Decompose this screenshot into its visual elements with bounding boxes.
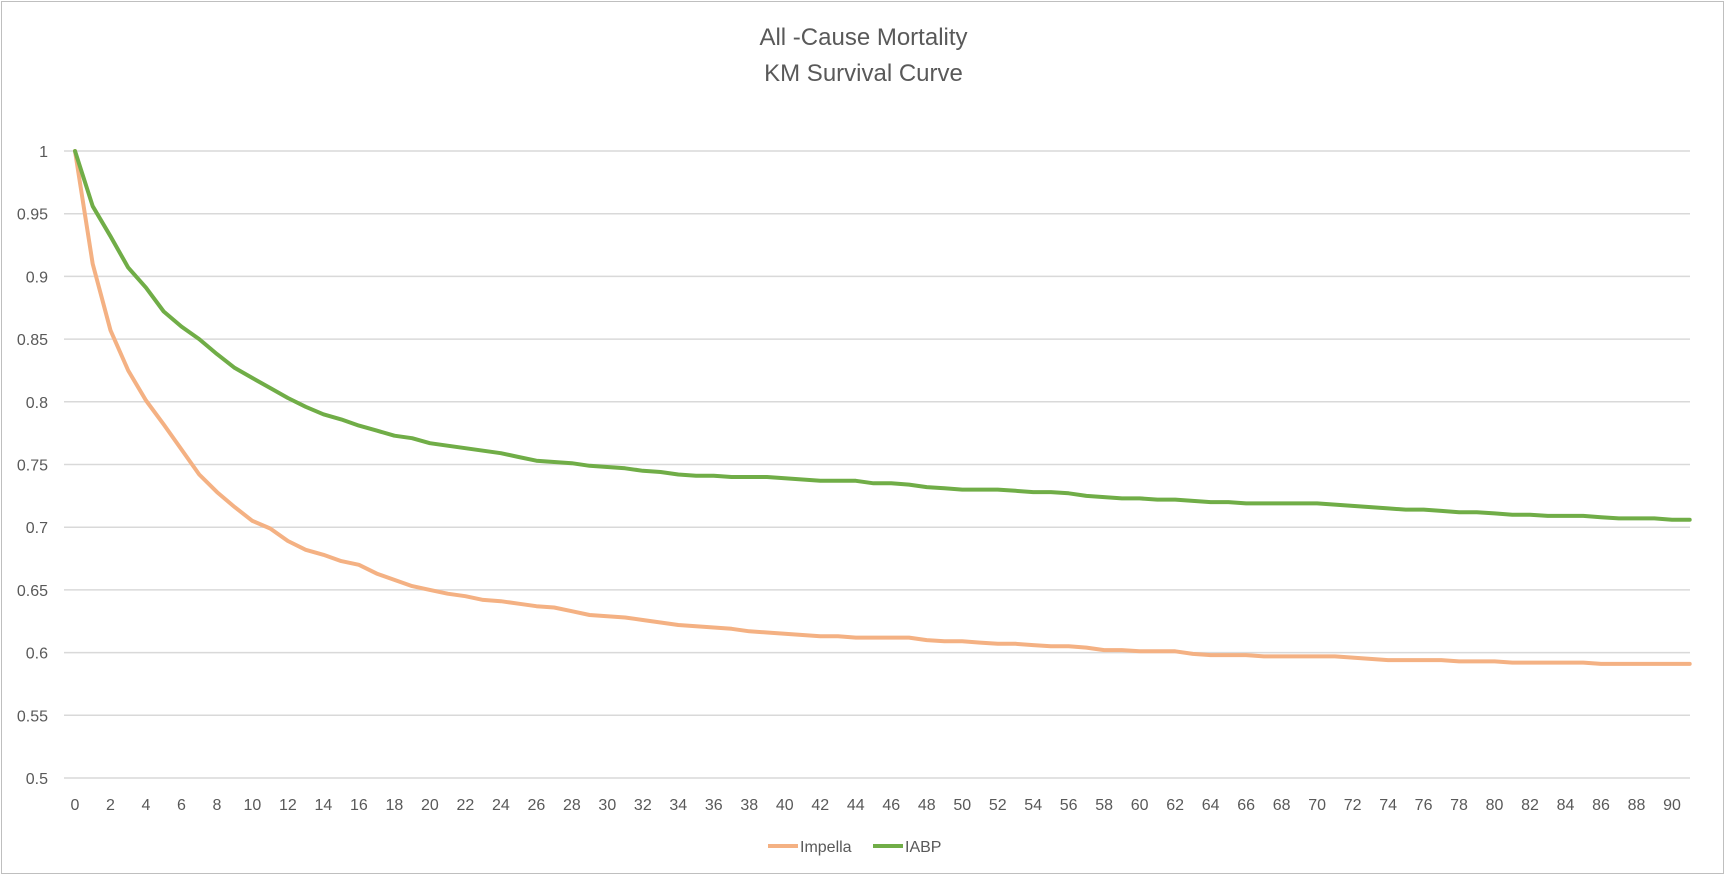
- legend-label: Impella: [800, 839, 852, 856]
- x-tick-label: 68: [1273, 797, 1291, 814]
- x-tick-label: 86: [1592, 797, 1610, 814]
- y-tick-label: 0.85: [17, 332, 48, 349]
- x-tick-label: 38: [740, 797, 758, 814]
- x-tick-label: 30: [598, 797, 616, 814]
- x-tick-label: 20: [421, 797, 439, 814]
- x-tick-label: 74: [1379, 797, 1397, 814]
- x-tick-label: 90: [1663, 797, 1681, 814]
- y-tick-label: 0.9: [26, 269, 48, 286]
- x-tick-label: 28: [563, 797, 581, 814]
- y-tick-label: 0.95: [17, 207, 48, 224]
- x-tick-label: 78: [1450, 797, 1468, 814]
- x-tick-label: 60: [1131, 797, 1149, 814]
- series-line-iabp: [73, 149, 1692, 522]
- y-tick-label: 0.5: [26, 771, 48, 788]
- chart-title: All -Cause Mortality: [759, 24, 968, 51]
- legend-label: IABP: [905, 839, 941, 856]
- series-line-impella: [73, 149, 1692, 666]
- x-tick-label: 70: [1308, 797, 1326, 814]
- x-tick-label: 52: [989, 797, 1007, 814]
- x-tick-label: 50: [953, 797, 971, 814]
- x-tick-label: 66: [1237, 797, 1255, 814]
- x-tick-label: 64: [1202, 797, 1220, 814]
- x-tick-label: 48: [918, 797, 936, 814]
- x-tick-label: 82: [1521, 797, 1539, 814]
- x-tick-label: 56: [1060, 797, 1078, 814]
- y-tick-label: 1: [39, 144, 48, 161]
- x-tick-label: 14: [315, 797, 333, 814]
- x-tick-label: 44: [847, 797, 865, 814]
- x-tick-label: 42: [811, 797, 829, 814]
- x-tick-label: 76: [1415, 797, 1433, 814]
- y-tick-label: 0.7: [26, 520, 48, 537]
- x-tick-label: 88: [1628, 797, 1646, 814]
- x-tick-label: 24: [492, 797, 510, 814]
- x-tick-label: 58: [1095, 797, 1113, 814]
- y-tick-label: 0.6: [26, 646, 48, 663]
- chart-subtitle: KM Survival Curve: [764, 60, 963, 87]
- x-tick-label: 18: [386, 797, 404, 814]
- x-tick-label: 8: [213, 797, 222, 814]
- y-tick-label: 0.65: [17, 583, 48, 600]
- x-tick-label: 32: [634, 797, 652, 814]
- x-tick-label: 36: [705, 797, 723, 814]
- y-tick-label: 0.55: [17, 708, 48, 725]
- x-tick-label: 40: [776, 797, 794, 814]
- x-tick-label: 4: [142, 797, 151, 814]
- x-tick-label: 0: [71, 797, 80, 814]
- x-tick-label: 34: [669, 797, 687, 814]
- x-tick-label: 46: [882, 797, 900, 814]
- x-tick-label: 54: [1024, 797, 1042, 814]
- y-tick-label: 0.8: [26, 395, 48, 412]
- x-tick-label: 22: [456, 797, 474, 814]
- x-tick-label: 6: [177, 797, 186, 814]
- x-tick-label: 10: [244, 797, 262, 814]
- x-tick-label: 12: [279, 797, 297, 814]
- x-tick-label: 2: [106, 797, 115, 814]
- x-tick-label: 80: [1486, 797, 1504, 814]
- x-tick-label: 26: [527, 797, 545, 814]
- y-tick-label: 0.75: [17, 458, 48, 475]
- x-tick-label: 62: [1166, 797, 1184, 814]
- x-tick-label: 16: [350, 797, 368, 814]
- x-tick-label: 72: [1344, 797, 1362, 814]
- x-tick-label: 84: [1557, 797, 1575, 814]
